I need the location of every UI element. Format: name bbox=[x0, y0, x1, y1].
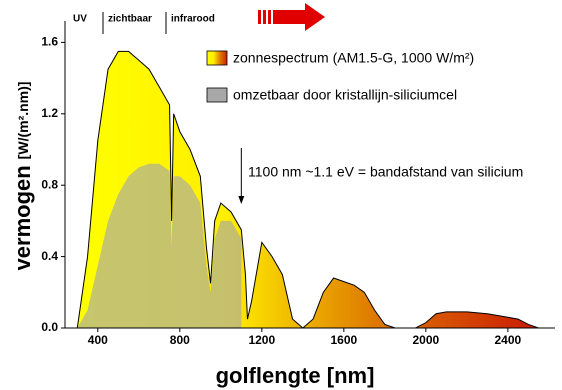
annotation: 1100 nm ~1.1 eV = bandafstand van silici… bbox=[248, 164, 523, 180]
y-axis-label: vermogen [W/(m².nm)] bbox=[10, 82, 35, 271]
x-tick-label: 400 bbox=[88, 333, 108, 347]
y-tick-label: 0.4 bbox=[41, 249, 58, 263]
plot-area bbox=[76, 50, 539, 329]
y-tick-label: 1.2 bbox=[41, 106, 58, 120]
x-tick-label: 2000 bbox=[412, 333, 439, 347]
x-tick-label: 1200 bbox=[248, 333, 275, 347]
red-arrow bbox=[258, 3, 325, 31]
legend-swatch bbox=[206, 50, 228, 66]
y-tick-label: 0.8 bbox=[41, 177, 58, 191]
legend-label: omzetbaar door kristallijn-siliciumcel bbox=[233, 87, 457, 103]
legend-label: zonnespectrum (AM1.5-G, 1000 W/m²) bbox=[233, 50, 474, 66]
x-tick-label: 2400 bbox=[494, 333, 521, 347]
x-tick-label: 800 bbox=[170, 333, 190, 347]
y-axis-title: vermogen bbox=[10, 165, 35, 270]
silicon-area bbox=[77, 163, 242, 328]
band-label: infrarood bbox=[171, 14, 215, 25]
band-label: zichtbaar bbox=[108, 14, 152, 25]
spectral-bands: UV zichtbaar infrarood bbox=[73, 12, 215, 34]
band-label: UV bbox=[73, 14, 87, 25]
y-tick-label: 1.6 bbox=[41, 35, 58, 49]
x-axis-label: golflengte [nm] bbox=[216, 363, 375, 388]
legend-swatch bbox=[206, 87, 228, 103]
x-tick-label: 1600 bbox=[330, 333, 357, 347]
y-tick-label: 0.0 bbox=[41, 320, 58, 334]
legend: zonnespectrum (AM1.5-G, 1000 W/m²) omzet… bbox=[206, 50, 474, 103]
y-axis-unit: [W/(m².nm)] bbox=[15, 82, 31, 160]
annotation-arrowhead bbox=[238, 196, 245, 204]
